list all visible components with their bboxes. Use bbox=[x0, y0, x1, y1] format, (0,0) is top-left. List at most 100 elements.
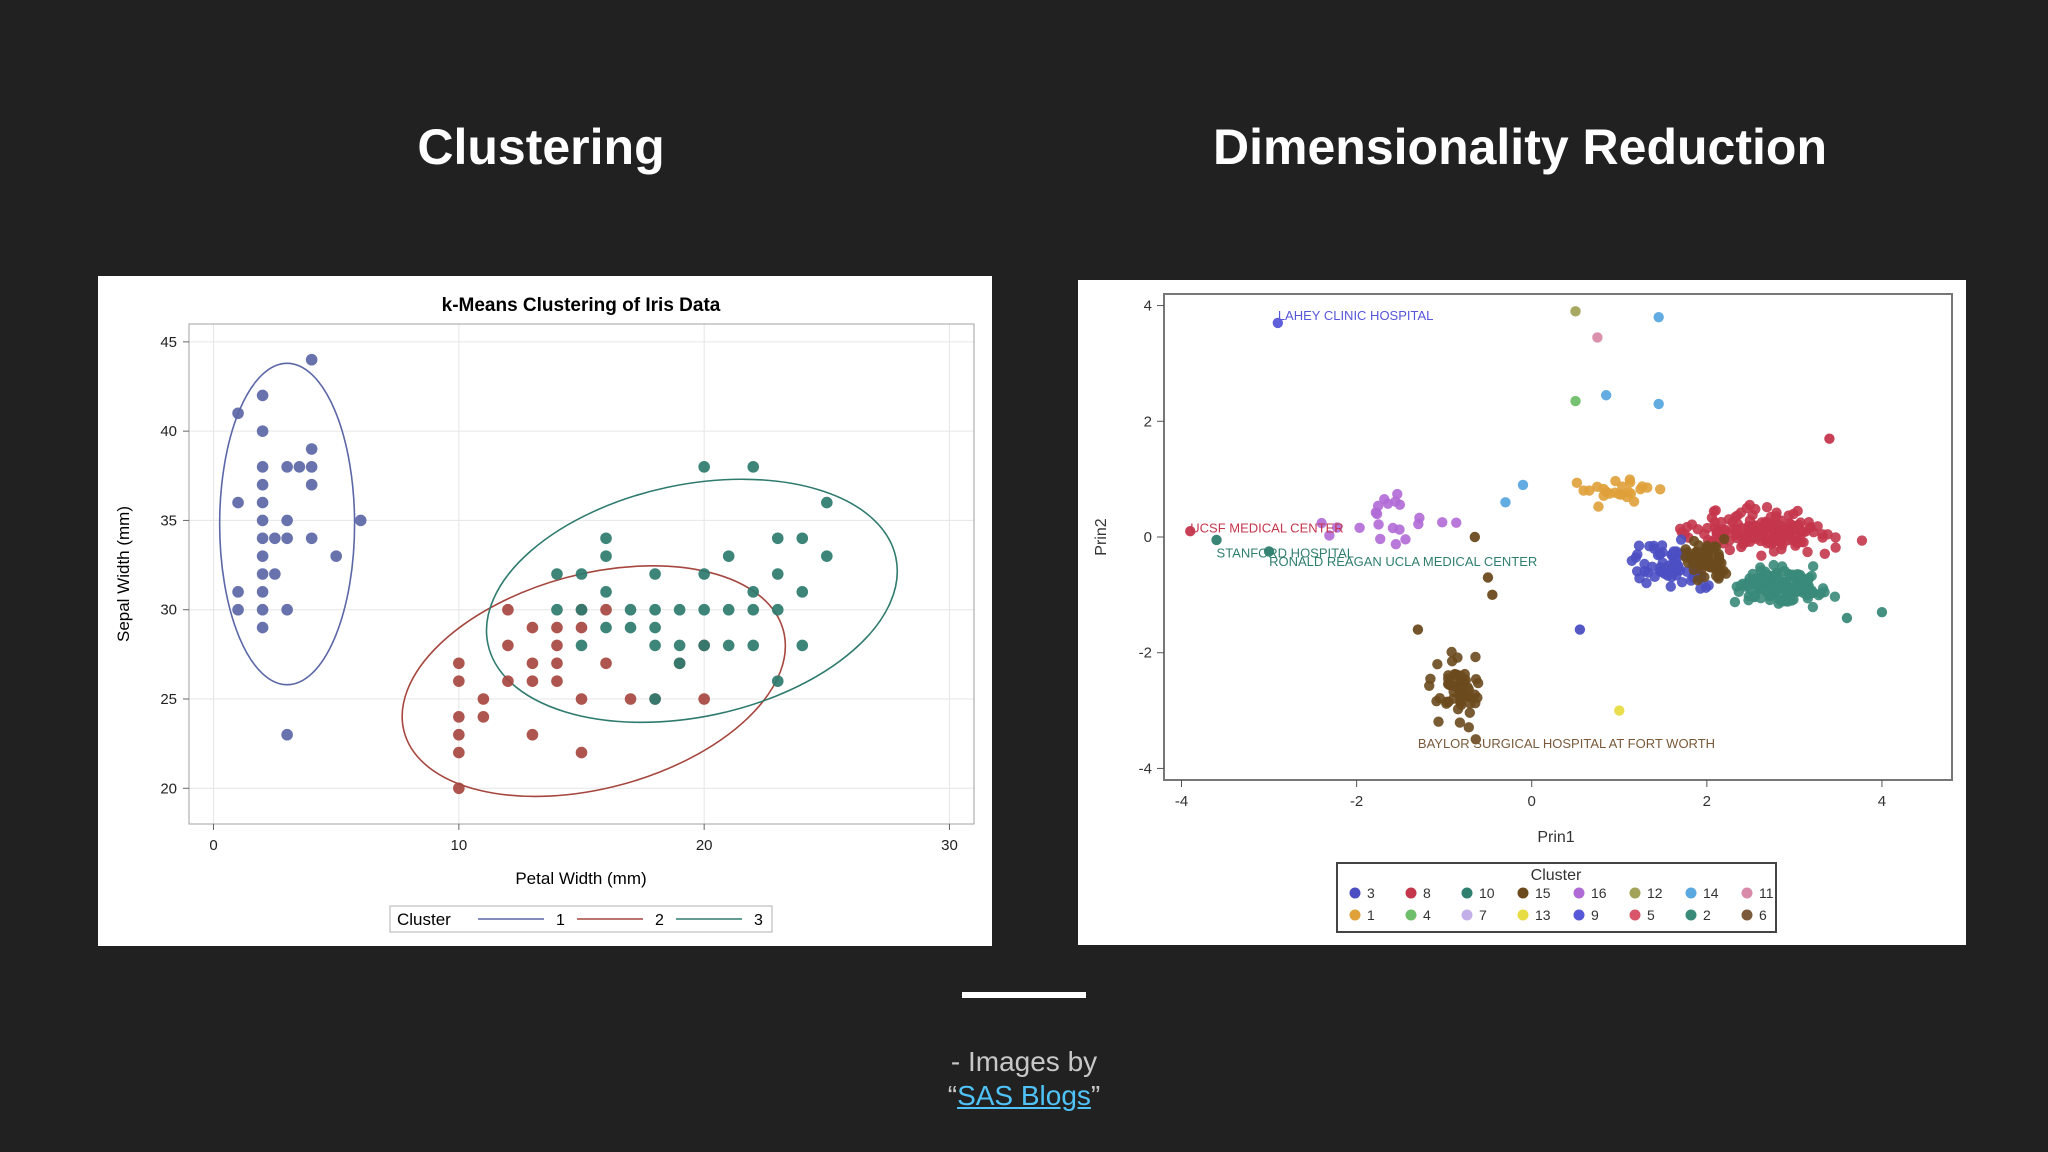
cluster-1-point bbox=[256, 514, 269, 527]
cluster-2-point bbox=[1752, 572, 1763, 584]
cluster-1-point bbox=[281, 532, 293, 545]
cluster-1-point bbox=[281, 603, 293, 616]
cluster-2-point bbox=[453, 746, 465, 759]
scatter-point bbox=[1185, 526, 1196, 537]
point-annotation: UCSF MEDICAL CENTER bbox=[1190, 520, 1343, 535]
cluster-2-point bbox=[1807, 587, 1819, 599]
cluster-2-point bbox=[575, 746, 588, 759]
cluster-1-point bbox=[269, 532, 281, 545]
y-tick-label: 2 bbox=[1144, 413, 1152, 430]
cluster-16-point bbox=[1387, 522, 1399, 534]
cluster-1-point bbox=[256, 586, 269, 598]
cluster-3-point bbox=[771, 568, 784, 580]
cluster-2-point bbox=[551, 639, 563, 652]
cluster-2-point bbox=[1794, 585, 1805, 597]
cluster-15-point bbox=[1432, 659, 1443, 670]
cluster-1-point bbox=[1584, 485, 1595, 496]
cluster-3-point bbox=[1656, 540, 1668, 551]
cluster-1-point bbox=[1624, 474, 1636, 485]
legend-label-6: 6 bbox=[1759, 907, 1767, 923]
legend-label-8: 8 bbox=[1423, 885, 1431, 901]
cluster-8-point bbox=[1792, 505, 1803, 517]
y-tick-label: 20 bbox=[160, 780, 177, 797]
y-tick-label: 45 bbox=[160, 334, 177, 351]
cluster-8-point bbox=[1750, 503, 1761, 515]
cluster-8-point bbox=[1802, 546, 1813, 558]
cluster-16-point bbox=[1390, 538, 1402, 550]
cluster-15-point bbox=[1472, 692, 1483, 703]
cluster-3-point bbox=[722, 550, 735, 562]
cluster-8-point bbox=[1732, 524, 1744, 536]
credit-line: “SAS Blogs” bbox=[824, 1079, 1224, 1113]
legend-marker-2 bbox=[1685, 909, 1697, 921]
scatter-point bbox=[1570, 306, 1581, 317]
cluster-3-point bbox=[771, 675, 784, 687]
legend: Cluster 3 8 10 15 16 12 14 111 4 7 13 9 5 2 6 bbox=[1336, 862, 1777, 933]
cluster-16-point bbox=[1316, 517, 1327, 529]
cluster-1-point bbox=[1635, 483, 1646, 495]
cluster-3-point bbox=[1668, 555, 1679, 566]
cluster-1-point bbox=[232, 586, 244, 598]
scatter-point bbox=[1592, 332, 1603, 343]
y-tick-label: -2 bbox=[1139, 645, 1152, 662]
scatter-point bbox=[1574, 624, 1586, 635]
cluster-8-point bbox=[1819, 548, 1831, 560]
legend-marker-1 bbox=[1349, 909, 1361, 921]
cluster-3-point bbox=[551, 603, 563, 616]
cluster-3-point bbox=[821, 496, 833, 509]
cluster-1-point bbox=[232, 407, 244, 420]
point-annotation: BAYLOR SURGICAL HOSPITAL AT FORT WORTH bbox=[1418, 736, 1715, 751]
cluster-3-point bbox=[698, 603, 710, 616]
legend-label-1: 1 bbox=[1367, 907, 1375, 923]
cluster-15-point bbox=[1434, 693, 1446, 704]
cluster-2-point bbox=[526, 621, 539, 634]
kmeans-chart-panel: k-Means Clustering of Iris Data 0 10 20 30 2… bbox=[98, 276, 992, 946]
cluster-3-point bbox=[698, 461, 710, 473]
cluster-2-point bbox=[1804, 572, 1815, 584]
x-axis-label: Prin1 bbox=[1537, 829, 1574, 846]
cluster-1-point bbox=[305, 353, 318, 366]
scatter-point bbox=[1469, 531, 1481, 543]
legend-label-15: 15 bbox=[1535, 885, 1551, 901]
legend-marker-12 bbox=[1629, 887, 1641, 899]
cluster-2-point bbox=[1784, 594, 1795, 605]
legend-marker-11 bbox=[1741, 887, 1753, 899]
scatter-point bbox=[1653, 398, 1664, 410]
cluster-8-point bbox=[1812, 521, 1823, 532]
x-tick-label: -2 bbox=[1350, 793, 1363, 810]
dimensionality-reduction-heading: Dimensionality Reduction bbox=[1213, 119, 1827, 175]
cluster-16-point bbox=[1379, 494, 1390, 505]
point-annotation: LAHEY CLINIC HOSPITAL bbox=[1278, 308, 1434, 323]
scatter-point bbox=[1841, 612, 1853, 624]
cluster-3-point bbox=[747, 461, 760, 473]
scatter-point bbox=[1412, 624, 1424, 635]
cluster-1-point bbox=[256, 496, 269, 509]
cluster-3-point bbox=[673, 639, 686, 652]
cluster-8-point bbox=[1767, 522, 1778, 534]
cluster-8-point bbox=[1822, 529, 1833, 540]
cluster-8-point bbox=[1830, 542, 1841, 553]
cluster-3-point bbox=[1695, 583, 1706, 594]
cluster-8-point bbox=[1708, 506, 1720, 517]
cluster-8-point bbox=[1771, 507, 1782, 518]
cluster-3-point bbox=[1647, 561, 1658, 572]
legend-label-13: 13 bbox=[1535, 907, 1551, 923]
cluster-15-point bbox=[1425, 673, 1436, 685]
cluster-2-point bbox=[600, 657, 612, 670]
legend-label-9: 9 bbox=[1591, 907, 1599, 923]
cluster-6-point bbox=[1680, 552, 1691, 563]
cluster-1-point bbox=[330, 550, 342, 562]
cluster-15-point bbox=[1442, 678, 1454, 690]
cluster-3-point bbox=[796, 639, 809, 652]
sas-blogs-link[interactable]: SAS Blogs bbox=[957, 1080, 1091, 1111]
cluster-2-point bbox=[526, 675, 539, 687]
legend-marker-15 bbox=[1517, 887, 1529, 899]
cluster-3-point bbox=[575, 603, 588, 616]
cluster-15-point bbox=[1443, 696, 1454, 708]
cluster-8-point bbox=[1761, 502, 1773, 513]
cluster-3-point bbox=[624, 603, 637, 616]
cluster-3-point bbox=[722, 639, 735, 652]
cluster-6-point bbox=[1692, 574, 1703, 586]
cluster-2-point bbox=[453, 728, 465, 741]
cluster-1-point bbox=[232, 603, 244, 616]
